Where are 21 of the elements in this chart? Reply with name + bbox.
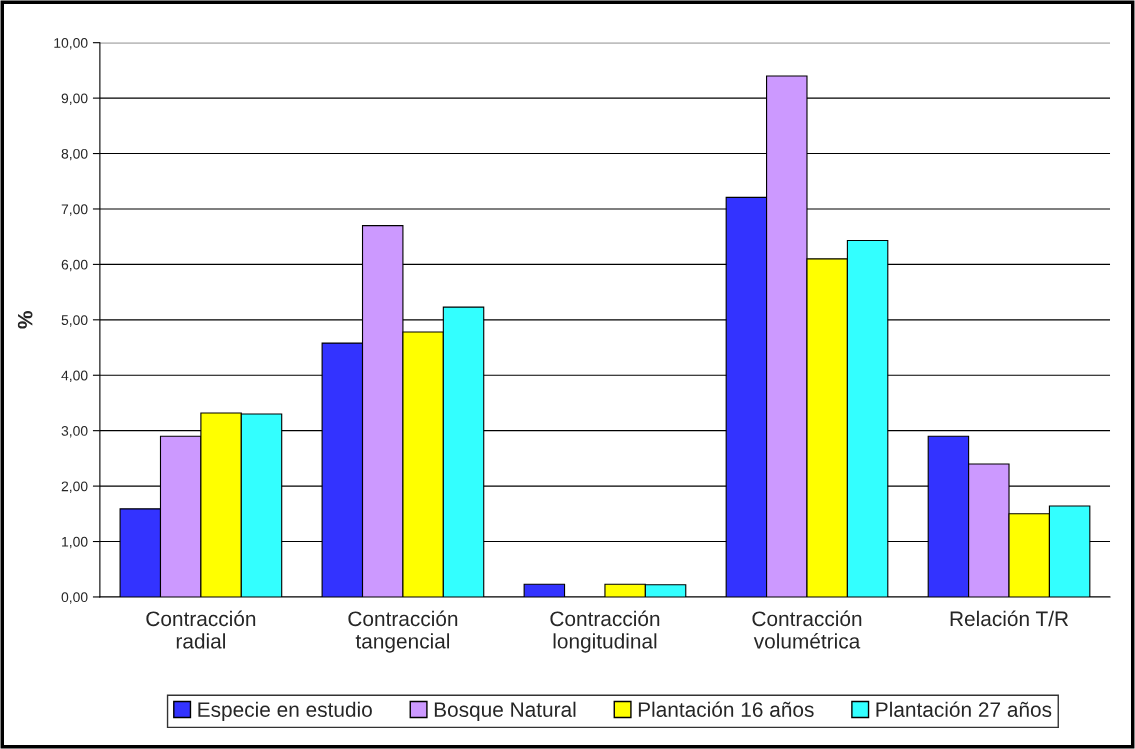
y-tick-label: 5,00 (61, 315, 88, 327)
y-tick-label: 0,00 (61, 592, 88, 604)
x-tick-label: Contracción radial (146, 610, 256, 649)
y-tick-label: 4,00 (61, 370, 88, 383)
y-tick-label: 1,00 (62, 536, 88, 549)
x-tick-label: Relación T/R (950, 610, 1069, 627)
y-tick-label: 10,00 (54, 38, 88, 50)
y-tick-label: 6,00 (61, 259, 88, 272)
x-tick-label: Contracción tangencial (348, 610, 458, 653)
legend-label: Especie en estudio (198, 701, 372, 722)
y-tick-label: 9,00 (61, 93, 88, 105)
x-tick-label: Contracción volumétrica (752, 610, 862, 649)
legend-label: Plantación 16 años (638, 701, 814, 717)
y-tick-label: 2,00 (61, 481, 88, 493)
y-tick-label: 7,00 (61, 204, 88, 216)
y-tick-label: 8,00 (61, 148, 88, 161)
x-tick-label: Contracción longitudinal (550, 610, 660, 653)
legend-label: Plantación 27 años (876, 701, 1052, 717)
y-axis-title: % (17, 311, 33, 329)
legend-label: Bosque Natural (434, 701, 576, 722)
y-tick-label: 3,00 (61, 426, 88, 438)
